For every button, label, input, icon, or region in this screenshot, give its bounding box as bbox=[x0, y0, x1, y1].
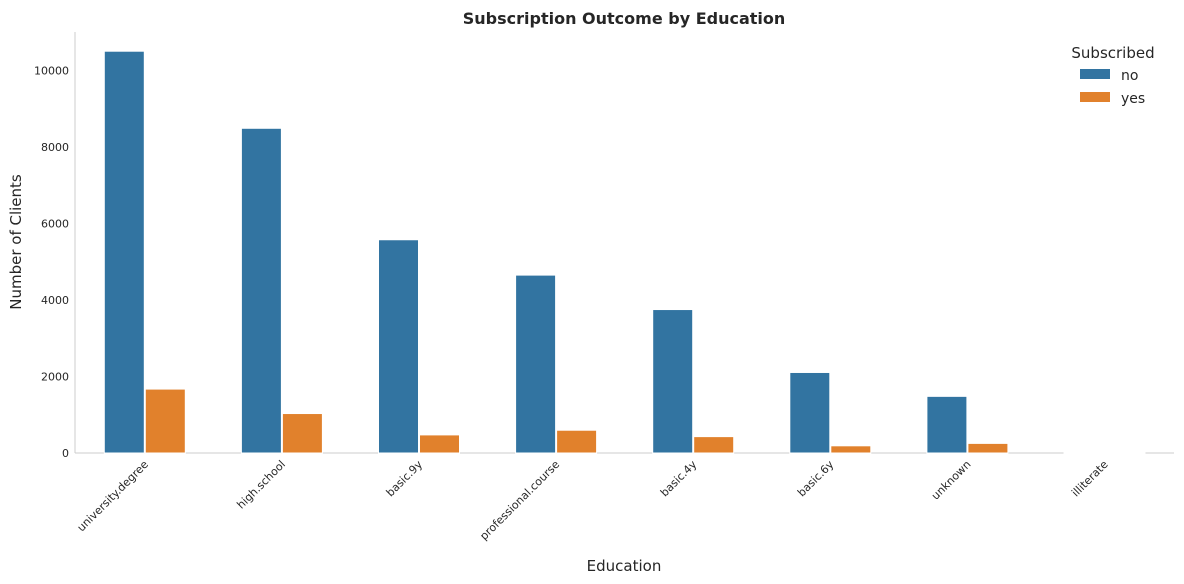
bar-yes-professional-course bbox=[556, 429, 598, 454]
y-tick-label: 8000 bbox=[41, 141, 69, 154]
bar-yes-high-school bbox=[281, 413, 323, 454]
bar-no-high-school bbox=[240, 127, 282, 454]
y-tick-label: 2000 bbox=[41, 370, 69, 383]
bars bbox=[103, 50, 1146, 454]
legend-item-yes: yes bbox=[1080, 91, 1145, 107]
legend-swatch-no bbox=[1080, 69, 1110, 79]
legend-label-yes: yes bbox=[1121, 91, 1145, 107]
y-tick-label: 0 bbox=[62, 447, 69, 460]
x-tick-label: illiterate bbox=[1069, 458, 1111, 500]
bar-yes-basic-9y bbox=[419, 434, 460, 454]
legend-item-no: no bbox=[1080, 68, 1138, 84]
bar-yes-basic-4y bbox=[693, 436, 735, 454]
bar-yes-basic-6y bbox=[830, 445, 872, 454]
bar-no-professional-course bbox=[515, 274, 557, 454]
bar-no-university-degree bbox=[103, 50, 145, 454]
legend-swatch-yes bbox=[1080, 92, 1110, 102]
bar-no-illiterate bbox=[1063, 451, 1105, 454]
x-tick-label: university.degree bbox=[75, 458, 151, 534]
x-tick-label: unknown bbox=[929, 458, 974, 503]
bar-no-unknown bbox=[926, 395, 968, 454]
bar-yes-university-degree bbox=[144, 388, 186, 454]
x-tick-label: basic.9y bbox=[384, 458, 426, 500]
bar-no-basic-9y bbox=[378, 239, 419, 454]
chart-title: Subscription Outcome by Education bbox=[463, 9, 786, 28]
y-axis-label: Number of Clients bbox=[7, 174, 25, 310]
x-tick-label: high.school bbox=[234, 458, 288, 512]
x-axis-label: Education bbox=[587, 557, 662, 575]
x-tick-label: professional.course bbox=[477, 458, 562, 543]
y-tick-label: 4000 bbox=[41, 294, 69, 307]
y-tick-label: 6000 bbox=[41, 217, 69, 230]
bar-no-basic-6y bbox=[789, 371, 831, 454]
y-tick-label: 10000 bbox=[34, 64, 69, 77]
legend-label-no: no bbox=[1121, 68, 1138, 84]
plot-area: 0 2000 4000 6000 8000 10000 university.degree… bbox=[34, 32, 1174, 543]
bar-no-basic-4y bbox=[652, 309, 694, 454]
x-tick-label: basic.4y bbox=[658, 458, 700, 500]
legend-title: Subscribed bbox=[1071, 44, 1154, 62]
x-ticks: university.degree high.school basic.9y prof… bbox=[75, 458, 1111, 543]
bar-yes-unknown bbox=[967, 442, 1009, 454]
y-ticks: 0 2000 4000 6000 8000 10000 bbox=[34, 64, 69, 460]
x-tick-label: basic.6y bbox=[795, 458, 837, 500]
legend: Subscribed no yes bbox=[1071, 44, 1154, 107]
